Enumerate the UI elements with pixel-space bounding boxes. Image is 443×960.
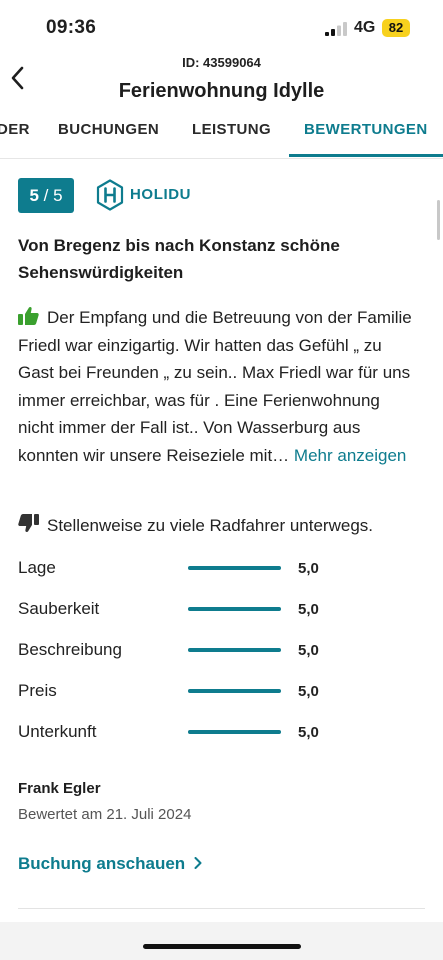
rating-bar <box>188 607 281 611</box>
rating-row: Unterkunft 5,0 <box>18 722 438 763</box>
active-tab-indicator <box>289 154 443 157</box>
rating-bar <box>188 689 281 693</box>
rating-label: Sauberkeit <box>18 599 100 618</box>
rating-bar <box>188 648 281 652</box>
home-indicator[interactable] <box>143 944 301 949</box>
show-more-link[interactable]: Mehr anzeigen <box>293 445 407 465</box>
rating-breakdown: Lage 5,0 Sauberkeit 5,0 Beschreibung 5,0… <box>18 558 438 763</box>
status-time: 09:36 <box>46 17 97 38</box>
positive-text: Der Empfang und die Betreuung von der Fa… <box>18 308 412 465</box>
rating-bar <box>188 730 281 734</box>
score-max: / 5 <box>43 186 63 205</box>
tab-details[interactable]: DER <box>0 121 30 138</box>
review-date: Bewertet am 21. Juli 2024 <box>18 806 192 823</box>
thumbs-down-icon <box>18 514 39 533</box>
rating-row: Lage 5,0 <box>18 558 438 599</box>
rating-bar-fill <box>188 566 281 570</box>
rating-label: Beschreibung <box>18 640 122 659</box>
chevron-right-icon <box>194 857 202 869</box>
rating-bar <box>188 566 281 570</box>
back-arrow-icon[interactable] <box>6 64 30 92</box>
cellular-signal-icon <box>325 22 347 36</box>
score-badge: 5 / 5 <box>18 178 74 213</box>
rating-value: 5,0 <box>298 642 319 659</box>
rating-row: Beschreibung 5,0 <box>18 640 438 681</box>
rating-label: Unterkunft <box>18 722 97 741</box>
rating-bar-fill <box>188 689 281 693</box>
bottom-bar <box>0 922 443 960</box>
rating-label: Lage <box>18 558 56 577</box>
view-booking-link[interactable]: Buchung anschauen <box>18 854 203 874</box>
scrollbar[interactable] <box>437 200 440 240</box>
tab-reviews[interactable]: BEWERTUNGEN <box>304 121 428 138</box>
review-title: Von Bregenz bis nach Konstanz schöne Seh… <box>18 236 340 282</box>
battery-indicator: 82 <box>382 19 410 37</box>
rating-row: Sauberkeit 5,0 <box>18 599 438 640</box>
tab-bookings[interactable]: BUCHUNGEN <box>58 121 160 138</box>
rating-row: Preis 5,0 <box>18 681 438 722</box>
rating-value: 5,0 <box>298 560 319 577</box>
rating-label: Preis <box>18 681 57 700</box>
page-title: Ferienwohnung Idylle <box>118 80 325 102</box>
tab-bar: DER BUCHUNGEN LEISTUNG BEWERTUNGEN <box>0 106 443 159</box>
thumbs-up-icon <box>18 306 39 325</box>
rating-bar-fill <box>188 648 281 652</box>
view-booking-label: Buchung anschauen <box>18 854 186 873</box>
score-value: 5 <box>29 186 39 205</box>
rating-value: 5,0 <box>298 724 319 741</box>
network-type: 4G <box>354 19 376 36</box>
negative-text: Stellenweise zu viele Radfahrer unterweg… <box>47 516 374 535</box>
rating-value: 5,0 <box>298 683 319 700</box>
status-bar: 09:36 4G 82 <box>0 0 443 52</box>
holidu-logo-icon <box>96 179 124 211</box>
header: ID: 43599064 Ferienwohnung Idylle <box>0 52 443 106</box>
listing-id: ID: 43599064 <box>182 55 261 70</box>
review-negative: Stellenweise zu viele Radfahrer unterweg… <box>18 514 438 536</box>
review-author: Frank Egler <box>18 780 101 797</box>
review-positive: Der Empfang und die Betreuung von der Fa… <box>18 304 418 469</box>
rating-bar-fill <box>188 607 281 611</box>
tab-services[interactable]: LEISTUNG <box>192 121 272 138</box>
source-name: HOLIDU <box>130 186 192 203</box>
rating-bar-fill <box>188 730 281 734</box>
divider <box>18 908 425 909</box>
rating-value: 5,0 <box>298 601 319 618</box>
